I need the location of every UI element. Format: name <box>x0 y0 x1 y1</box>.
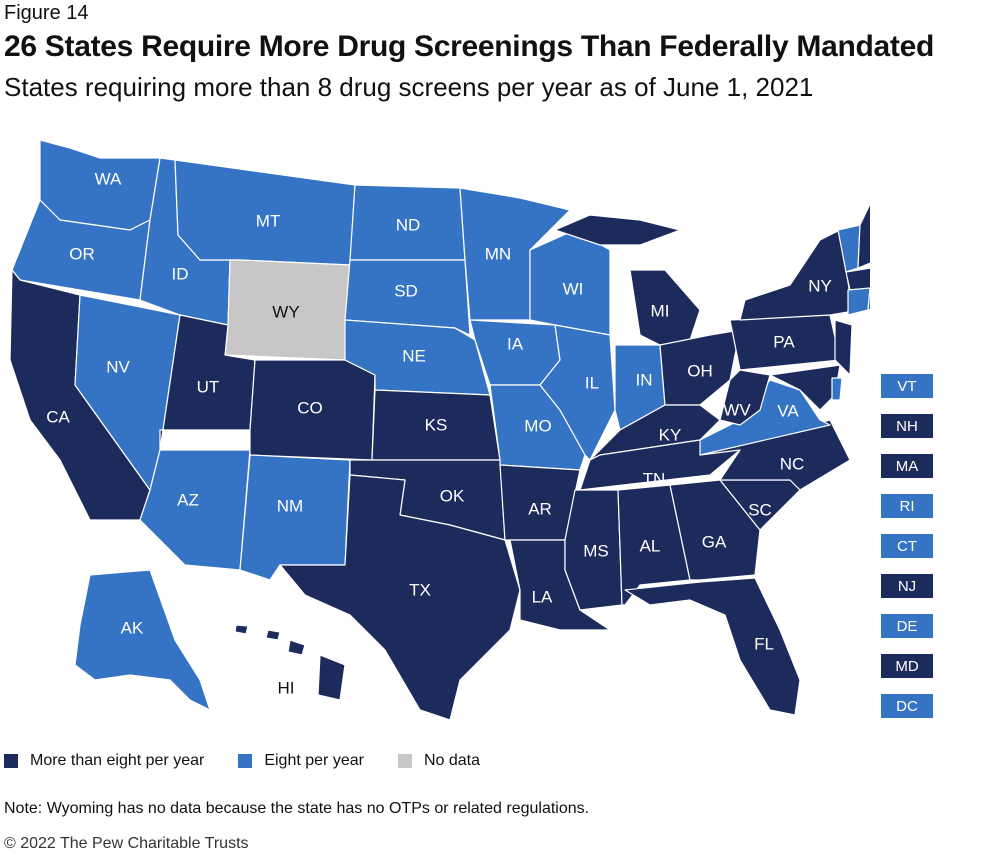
state-NM <box>239 454 351 581</box>
state-label-NE: NE <box>402 346 426 365</box>
chip-RI: RI <box>881 494 933 518</box>
state-AZ <box>139 449 251 571</box>
state-label-TX: TX <box>409 580 431 599</box>
small-state-chips: VT NH MA RI CT NJ DE MD DC <box>881 374 933 734</box>
legend: More than eight per year Eight per year … <box>4 752 514 770</box>
figure-label: Figure 14 <box>4 2 89 24</box>
state-label-IN: IN <box>636 370 653 389</box>
legend-item-more: More than eight per year <box>4 752 204 770</box>
state-label-ID: ID <box>172 264 189 283</box>
state-label-NV: NV <box>106 357 130 376</box>
state-label-OR: OR <box>69 244 95 263</box>
state-DE <box>831 377 843 401</box>
state-label-SC: SC <box>748 500 772 519</box>
chart-subtitle: States requiring more than 8 drug screen… <box>4 72 814 102</box>
legend-swatch-eight <box>238 754 253 768</box>
state-MD <box>769 364 841 411</box>
state-label-AZ: AZ <box>177 490 199 509</box>
footnote: Note: Wyoming has no data because the st… <box>4 800 590 817</box>
state-label-AR: AR <box>528 499 552 518</box>
state-label-AL: AL <box>640 536 661 555</box>
state-label-TN: TN <box>643 469 666 488</box>
state-FL <box>624 577 801 716</box>
state-label-WA: WA <box>95 169 122 188</box>
legend-item-nodata: No data <box>397 752 480 770</box>
chip-MA: MA <box>881 454 933 478</box>
state-label-NM: NM <box>277 496 303 515</box>
copyright-credit: © 2022 The Pew Charitable Trusts <box>4 835 249 852</box>
state-label-CA: CA <box>46 407 70 426</box>
state-labels: WA OR CA NV ID MT WY UT AZ CO NM ND SD N… <box>46 169 832 697</box>
chip-DE: DE <box>881 614 933 638</box>
chip-NJ: NJ <box>881 574 933 598</box>
state-SD <box>344 259 471 336</box>
state-label-WI: WI <box>563 279 584 298</box>
state-NC <box>699 419 851 491</box>
chip-MD: MD <box>881 654 933 678</box>
chip-CT: CT <box>881 534 933 558</box>
chip-VT: VT <box>881 374 933 398</box>
state-label-NY: NY <box>808 276 832 295</box>
state-label-WY: WY <box>272 302 299 321</box>
state-label-SD: SD <box>394 281 418 300</box>
state-MA <box>845 267 870 291</box>
state-CT <box>847 287 870 316</box>
legend-swatch-nodata <box>397 754 412 768</box>
state-AK <box>74 569 211 711</box>
state-label-MI: MI <box>651 301 670 320</box>
state-label-HI: HI <box>278 678 295 697</box>
state-label-FL: FL <box>754 634 774 653</box>
state-TX <box>279 474 521 720</box>
state-NH <box>857 202 870 269</box>
state-HI-3 <box>265 629 281 641</box>
state-label-LA: LA <box>532 587 553 606</box>
state-label-UT: UT <box>197 377 220 396</box>
chip-NH: NH <box>881 414 933 438</box>
state-label-WV: WV <box>723 400 751 419</box>
state-HI-1 <box>317 654 346 701</box>
state-IL <box>539 324 616 461</box>
state-label-MT: MT <box>256 211 281 230</box>
chip-DC: DC <box>881 694 933 718</box>
state-label-KY: KY <box>659 425 682 444</box>
legend-swatch-more <box>4 754 18 768</box>
state-label-MN: MN <box>485 244 511 263</box>
state-RI <box>867 287 870 311</box>
state-label-ND: ND <box>396 215 421 234</box>
state-label-IA: IA <box>507 334 524 353</box>
state-HI-2 <box>287 639 306 656</box>
state-NJ <box>834 319 853 376</box>
legend-label-nodata: No data <box>423 752 480 769</box>
state-label-IL: IL <box>585 373 599 392</box>
state-label-PA: PA <box>773 332 795 351</box>
state-label-GA: GA <box>702 532 727 551</box>
state-HI-4 <box>234 624 249 635</box>
state-MI-UP <box>554 214 681 246</box>
state-label-VA: VA <box>777 401 799 420</box>
legend-label-eight: Eight per year <box>264 752 364 769</box>
state-label-NC: NC <box>780 454 805 473</box>
state-label-OK: OK <box>440 486 465 505</box>
state-label-OH: OH <box>687 361 713 380</box>
state-label-MS: MS <box>583 541 609 560</box>
state-label-CO: CO <box>297 398 323 417</box>
legend-label-more: More than eight per year <box>30 752 205 769</box>
state-label-MO: MO <box>524 416 551 435</box>
legend-item-eight: Eight per year <box>238 752 364 770</box>
state-label-AK: AK <box>121 618 144 637</box>
state-label-KS: KS <box>425 415 448 434</box>
us-map: WA OR CA NV ID MT WY UT AZ CO NM ND SD N… <box>9 139 870 720</box>
chart-title: 26 States Require More Drug Screenings T… <box>4 30 934 63</box>
